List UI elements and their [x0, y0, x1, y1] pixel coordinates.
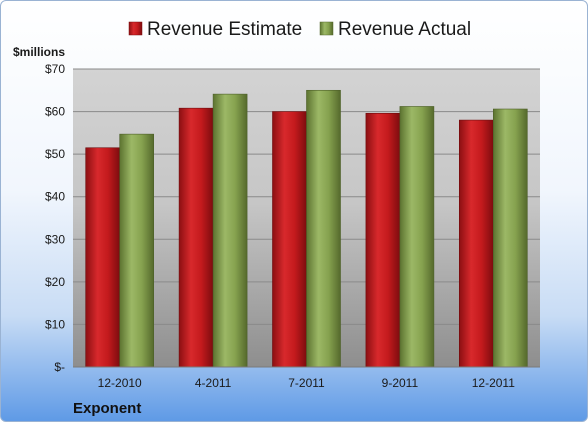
- x-tick-label: 12-2011: [472, 376, 515, 390]
- x-tick-labels: 12-2010 4-2011 7-2011 9-2011 12-2011: [98, 376, 516, 390]
- y-tick-label: $-: [54, 360, 65, 374]
- unit-label: $millions: [13, 45, 65, 59]
- y-tick-label: $10: [45, 317, 65, 331]
- legend: Revenue Estimate Revenue Actual: [128, 19, 471, 40]
- bar-estimate: [272, 111, 307, 368]
- bar-actual: [212, 93, 248, 368]
- x-tick-label: 4-2011: [195, 376, 232, 390]
- x-tick-label: 12-2010: [98, 376, 142, 390]
- x-tick-label: 9-2011: [382, 376, 419, 390]
- bar-actual: [399, 106, 435, 368]
- bar-estimate: [178, 107, 214, 368]
- bar-estimate: [458, 119, 494, 368]
- legend-label-actual: Revenue Actual: [338, 19, 471, 40]
- bar-actual: [119, 133, 154, 368]
- bar-estimate: [85, 147, 120, 368]
- y-tick-label: $50: [45, 147, 65, 161]
- y-tick-label: $30: [45, 232, 65, 246]
- legend-swatch-estimate: [128, 21, 143, 36]
- y-tick-labels: $- $10 $20 $30 $40 $50 $60 $70: [45, 62, 65, 374]
- y-tick-label: $20: [45, 275, 65, 289]
- legend-label-estimate: Revenue Estimate: [147, 19, 302, 40]
- legend-swatch-actual: [319, 21, 334, 36]
- bar-actual: [492, 108, 528, 368]
- legend-item-estimate: Revenue Estimate: [128, 19, 302, 40]
- y-tick-label: $40: [45, 190, 65, 204]
- x-tick-label: 7-2011: [288, 376, 325, 390]
- y-tick-label: $70: [45, 62, 65, 76]
- company-name: Exponent: [73, 400, 141, 417]
- legend-item-actual: Revenue Actual: [319, 19, 471, 40]
- bar-actual: [306, 89, 341, 368]
- y-tick-label: $60: [45, 105, 65, 119]
- bar-estimate: [365, 112, 401, 368]
